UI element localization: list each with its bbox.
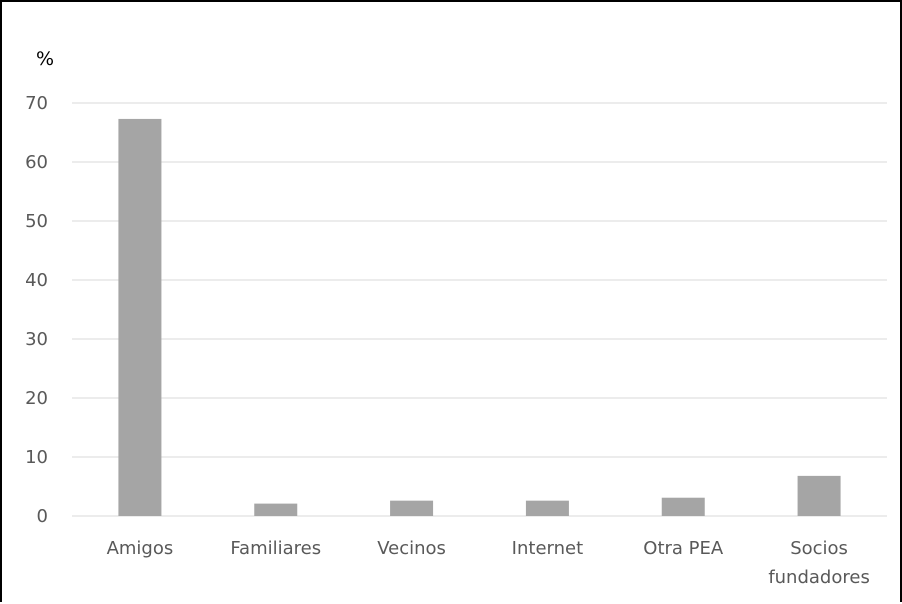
bar: [525, 500, 569, 516]
y-tick-label: 20: [25, 388, 48, 409]
x-tick-label: Familiares: [230, 538, 321, 559]
x-tick-label: Socios fundadores: [768, 538, 870, 588]
bar: [254, 503, 298, 516]
bar: [390, 500, 434, 516]
bar: [797, 475, 841, 516]
x-tick-label: Otra PEA: [643, 538, 724, 559]
y-axis-unit-label: %: [36, 48, 54, 70]
y-tick-label: 60: [25, 152, 48, 173]
y-tick-label: 40: [25, 270, 48, 291]
y-tick-label: 10: [25, 447, 48, 468]
y-tick-label: 70: [25, 93, 48, 114]
x-axis-ticks: Amigos Familiares Vecinos Internet Otra PEA S…: [107, 538, 870, 588]
bars: [118, 118, 841, 517]
gridlines: [72, 102, 887, 517]
y-tick-label: 0: [37, 506, 48, 527]
x-tick-label: Internet: [512, 538, 583, 559]
x-tick-label: Amigos: [107, 538, 174, 559]
bar: [118, 118, 162, 517]
y-tick-label: 30: [25, 329, 48, 350]
bar: [661, 497, 705, 516]
y-axis-ticks: 0 10 20 30 40 50 60 70: [25, 93, 48, 527]
x-tick-label: Vecinos: [377, 538, 446, 559]
y-tick-label: 50: [25, 211, 48, 232]
